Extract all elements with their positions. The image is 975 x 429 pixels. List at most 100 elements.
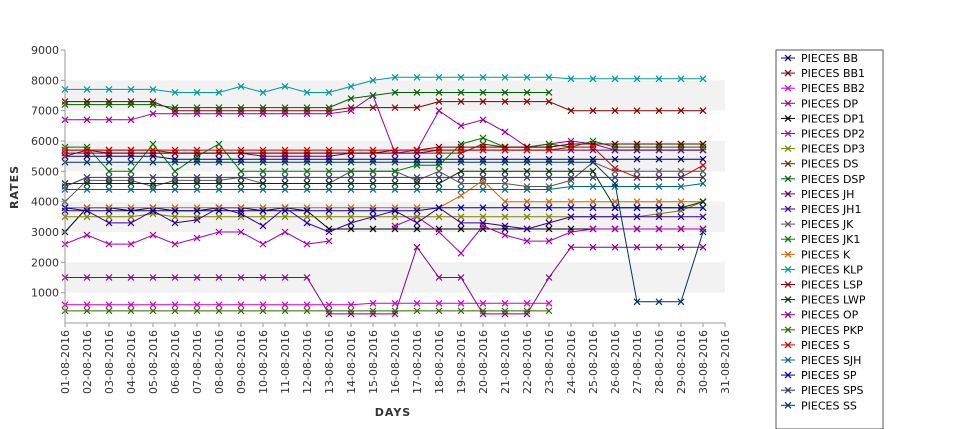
data-point (413, 180, 421, 187)
data-point (303, 104, 311, 112)
data-point (479, 299, 487, 307)
data-point (105, 240, 113, 248)
data-point (677, 167, 685, 175)
x-tick-label: 24-08-2016 (565, 330, 578, 394)
legend-swatch-marker (784, 145, 792, 153)
data-point (655, 213, 663, 221)
data-point (347, 219, 355, 227)
data-point (413, 219, 421, 227)
data-point (655, 204, 663, 212)
data-point (545, 237, 553, 245)
x-tick-label: 14-08-2016 (345, 330, 358, 394)
data-point (677, 204, 685, 212)
data-point (435, 213, 443, 221)
data-point (655, 167, 663, 175)
data-point (523, 237, 531, 245)
data-point (149, 98, 157, 105)
data-point (127, 219, 135, 227)
data-point (413, 213, 421, 221)
data-point (83, 213, 91, 221)
legend-item: PIECES KLP (781, 263, 863, 276)
data-point (281, 158, 289, 166)
data-point (281, 155, 289, 163)
data-point (545, 167, 553, 175)
data-point (303, 146, 311, 154)
data-point (347, 82, 355, 90)
data-point (523, 155, 531, 163)
legend-swatch-marker (784, 99, 792, 107)
legend-label: PIECES DP3 (801, 143, 865, 156)
legend-label: PIECES DP2 (801, 128, 865, 141)
data-point (479, 98, 487, 105)
data-point (215, 140, 223, 148)
data-point (215, 110, 223, 118)
data-point (479, 89, 487, 96)
x-tick-label: 09-08-2016 (235, 330, 248, 394)
data-point (171, 155, 179, 163)
data-point (457, 158, 465, 166)
data-point (259, 222, 267, 230)
data-point (325, 307, 333, 315)
data-point (699, 75, 707, 83)
legend-swatch-marker (784, 54, 792, 62)
data-point (83, 98, 91, 105)
data-point (259, 158, 267, 166)
data-point (435, 149, 443, 157)
data-point (325, 207, 333, 215)
data-point (171, 167, 179, 175)
data-point (369, 149, 377, 157)
legend-swatch-marker (784, 356, 792, 364)
data-point (149, 204, 157, 212)
data-point (677, 213, 685, 221)
data-point (567, 213, 575, 221)
data-point (149, 149, 157, 157)
data-point (237, 228, 245, 236)
x-tick-label: 04-08-2016 (125, 330, 138, 394)
data-point (369, 173, 377, 181)
series-group (61, 134, 707, 175)
data-point (105, 158, 113, 166)
legend-swatch-marker (784, 341, 792, 349)
data-point (171, 204, 179, 212)
data-point (589, 155, 597, 163)
data-point (193, 89, 201, 96)
data-point (523, 143, 531, 151)
legend-item: PIECES LSP (781, 279, 863, 292)
data-point (545, 299, 553, 307)
data-point (237, 207, 245, 215)
data-point (259, 301, 267, 309)
legend-swatch-marker (784, 265, 792, 273)
data-point (193, 107, 201, 115)
data-point (457, 225, 465, 233)
data-point (127, 207, 135, 215)
data-point (435, 73, 443, 81)
data-point (193, 274, 201, 281)
data-point (501, 173, 509, 181)
data-point (501, 231, 509, 239)
data-point (413, 299, 421, 307)
data-point (281, 207, 289, 215)
x-tick-label: 05-08-2016 (147, 330, 160, 394)
data-point (171, 177, 179, 184)
data-point (281, 110, 289, 118)
data-point (259, 307, 267, 315)
data-point (677, 183, 685, 190)
legend-swatch-marker (784, 130, 792, 137)
legend-item: PIECES BB1 (781, 67, 865, 80)
data-point (281, 274, 289, 281)
data-point (611, 146, 619, 154)
data-point (699, 143, 707, 151)
data-point (655, 146, 663, 154)
series-group (61, 243, 707, 318)
data-point (435, 228, 443, 236)
data-point (523, 183, 531, 190)
data-point (193, 173, 201, 181)
y-tick-label: 5000 (31, 165, 59, 178)
data-point (589, 183, 597, 190)
data-point (127, 213, 135, 221)
data-point (479, 158, 487, 166)
data-point (171, 186, 179, 193)
data-point (259, 180, 267, 187)
data-point (633, 107, 641, 115)
data-point (193, 186, 201, 193)
